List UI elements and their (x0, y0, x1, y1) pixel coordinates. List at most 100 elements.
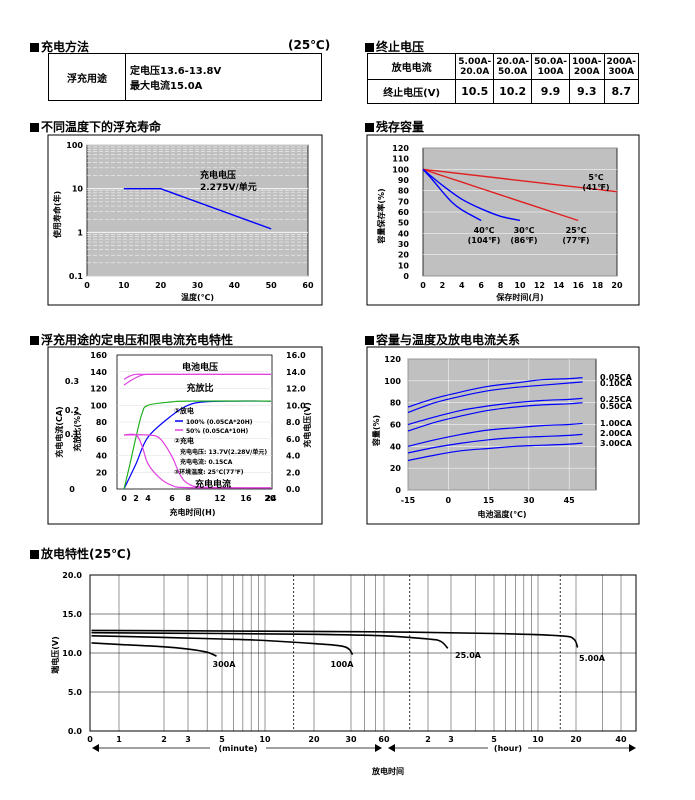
residual-y-tick: 120 (392, 144, 409, 153)
cap-temp-y-tick: 100 (384, 377, 401, 386)
discharge-minute-tick: 0 (87, 735, 93, 744)
residual-y-tick: 20 (398, 251, 410, 260)
discharge-y-tick: 10.0 (62, 649, 82, 658)
float-life-y-tick: 1 (77, 228, 83, 237)
discharge-hour-tick: 3 (448, 735, 454, 744)
float-life-x-tick: 40 (229, 281, 241, 290)
charge-spec: 定电压13.6-13.8V 最大电流15.0A (125, 53, 322, 101)
float-life-x-tick: 50 (266, 281, 278, 290)
discharge-ylabel: 端电压(V) (50, 636, 60, 674)
float-charge-x-tick: 24 (265, 494, 277, 503)
float-charge-y1-tick: 0 (69, 485, 75, 494)
residual-y-tick: 10 (398, 261, 410, 270)
float-life-x-tick: 10 (118, 281, 130, 290)
discharge-arrow-head (388, 744, 395, 752)
float-life-x-tick: 20 (155, 281, 167, 290)
discharge-minute-tick: 3 (185, 735, 191, 744)
residual-xlabel: 保存时间(月) (495, 292, 543, 302)
charge-temp-note: (25℃) (288, 38, 331, 52)
residual-series-label: (104℉) (468, 236, 501, 245)
cutoff-voltage: 8.7 (603, 79, 639, 104)
discharge-series (91, 631, 449, 649)
residual-x-tick: 2 (440, 281, 446, 290)
residual-series-label: (41℉) (582, 183, 609, 192)
residual-y-tick: 100 (392, 165, 409, 174)
cap-temp-y-tick: 120 (384, 355, 401, 364)
float-life-series (123, 187, 272, 230)
cap-temp-ylabel: 容量(%) (371, 415, 381, 447)
cap-temp-y-tick: 20 (390, 464, 402, 473)
float-charge-y2-tick: 0 (101, 485, 107, 494)
discharge-y-tick: 0.0 (68, 727, 83, 736)
discharge-arrow-head (375, 744, 382, 752)
float-charge-y2-tick: 60 (96, 435, 108, 444)
float-charge-y2-tick: 40 (96, 452, 108, 461)
float-charge-x-tick: 8 (185, 494, 191, 503)
discharge-hour-tick: 10 (532, 735, 544, 744)
discharge-arrow-head (92, 744, 99, 752)
residual-y-tick: 50 (398, 219, 410, 228)
residual-y-tick: 80 (398, 187, 410, 196)
cap-temp-series-label: 2.00CA (600, 429, 633, 438)
float-charge-legend: ①放电 (174, 406, 194, 415)
discharge-hour-label: (hour) (494, 744, 522, 753)
float-charge-series-current (123, 433, 272, 489)
residual-series-label: 25℃ (566, 226, 587, 235)
residual-series-label: (77℉) (562, 236, 589, 245)
float-charge-legend: 100% (0.05CA*20H) (186, 419, 253, 426)
cap-temp-xlabel: 电池温度(℃) (478, 509, 527, 519)
cutoff-current: 200A-300A (603, 53, 639, 80)
float-charge-y2-tick: 20 (96, 468, 108, 477)
float-charge-label-current: 充电电流 (195, 478, 231, 490)
section-cutoff: 终止电压 (365, 38, 424, 55)
cutoff-voltage: 9.9 (531, 79, 570, 104)
cap-temp-x-tick: 15 (483, 496, 495, 505)
float-charge-label-ratio: 充放比 (186, 382, 213, 394)
discharge-y-tick: 5.0 (68, 688, 83, 697)
residual-series (422, 168, 482, 222)
residual-x-tick: 0 (420, 281, 426, 290)
residual-x-tick: 6 (478, 281, 484, 290)
discharge-minute-tick: 1 (116, 735, 122, 744)
float-life-xlabel: 温度(℃) (181, 292, 214, 302)
discharge-series-label: 25.0A (455, 651, 482, 660)
cap-temp-x-tick: -15 (401, 496, 416, 505)
residual-x-tick: 18 (592, 281, 604, 290)
cap-temp-series (407, 377, 583, 408)
cap-temp-x-tick: 45 (564, 496, 576, 505)
residual-x-tick: 10 (514, 281, 526, 290)
float-life-ylabel: 使用寿命(年) (52, 191, 62, 239)
residual-y-tick: 30 (398, 240, 410, 249)
residual-x-tick: 16 (573, 281, 585, 290)
cap-temp-series (407, 397, 583, 426)
discharge-arrow-head (629, 744, 636, 752)
float-charge-y3-tick: 12.0 (286, 385, 306, 394)
discharge-y-tick: 20.0 (62, 571, 82, 580)
residual-series-label: 30℃ (514, 226, 535, 235)
discharge-arrow-gap (210, 742, 266, 754)
float-charge-y1-tick: 0.1 (65, 430, 80, 439)
section-float-life: 不同温度下的浮充寿命 (30, 118, 161, 135)
residual-series (422, 168, 618, 193)
float-charge-y2-tick: 160 (90, 351, 107, 360)
float-life-x-tick: 60 (302, 281, 314, 290)
cutoff-voltage: 9.3 (569, 79, 605, 104)
cap-temp-series (407, 422, 583, 447)
float-life-y-tick: 100 (66, 141, 83, 150)
residual-ylabel: 容量保存率(%) (376, 188, 386, 244)
float-life-annotation: 2.275V/单元 (200, 181, 257, 193)
float-charge-y1-tick: 0.3 (65, 377, 79, 386)
float-charge-legend: 充电电压: 13.7V(2.28V/单元) (180, 448, 267, 456)
float-charge-y3-label: 充电电压(V) (302, 402, 312, 448)
float-life-annotation: 充电电压 (200, 169, 236, 181)
float-life-x-tick: 0 (84, 281, 90, 290)
cutoff-current: 20.0A-50.0A (493, 53, 533, 80)
discharge-minute-label: (minute) (218, 744, 257, 753)
residual-series (422, 168, 521, 222)
cap-temp-series-label: 0.10CA (600, 379, 633, 388)
float-charge-y1-tick: 0.2 (65, 406, 79, 415)
cap-temp-x-tick: 30 (523, 496, 535, 505)
float-charge-y3-tick: 6.0 (286, 435, 301, 444)
float-charge-y2-label: 充放比(%) (72, 412, 82, 451)
residual-y-tick: 70 (398, 197, 410, 206)
